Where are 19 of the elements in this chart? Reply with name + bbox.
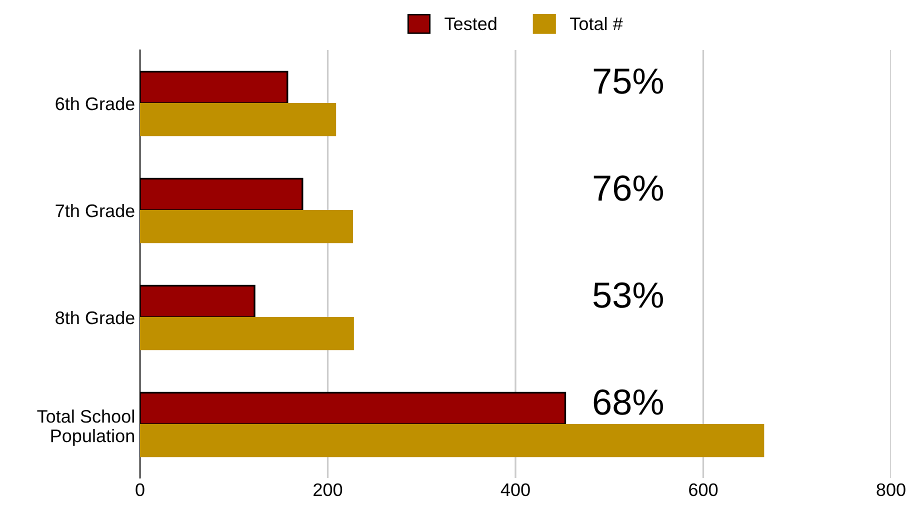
bar	[140, 210, 353, 244]
bar	[140, 424, 764, 458]
y-tick-label: Total School Population	[37, 410, 134, 446]
y-tick-label: 7th Grade	[56, 204, 134, 218]
annotation: 75%	[594, 68, 664, 94]
y-tick-label: 6th Grade	[56, 96, 134, 110]
bar	[140, 102, 336, 136]
legend-label: Tested	[444, 16, 496, 30]
annotation: 68%	[594, 389, 664, 415]
x-tick-label: 0	[136, 483, 144, 496]
annotation: 76%	[594, 175, 664, 201]
x-tick-label: 400	[500, 483, 530, 496]
y-tick-label: 8th Grade	[56, 310, 134, 324]
bar	[140, 316, 354, 350]
annotation: 53%	[593, 282, 664, 308]
x-tick-label: 800	[876, 483, 906, 496]
x-tick-label: 600	[689, 483, 718, 496]
legend-label: Total #	[570, 16, 623, 30]
x-tick-label: 200	[314, 483, 342, 496]
